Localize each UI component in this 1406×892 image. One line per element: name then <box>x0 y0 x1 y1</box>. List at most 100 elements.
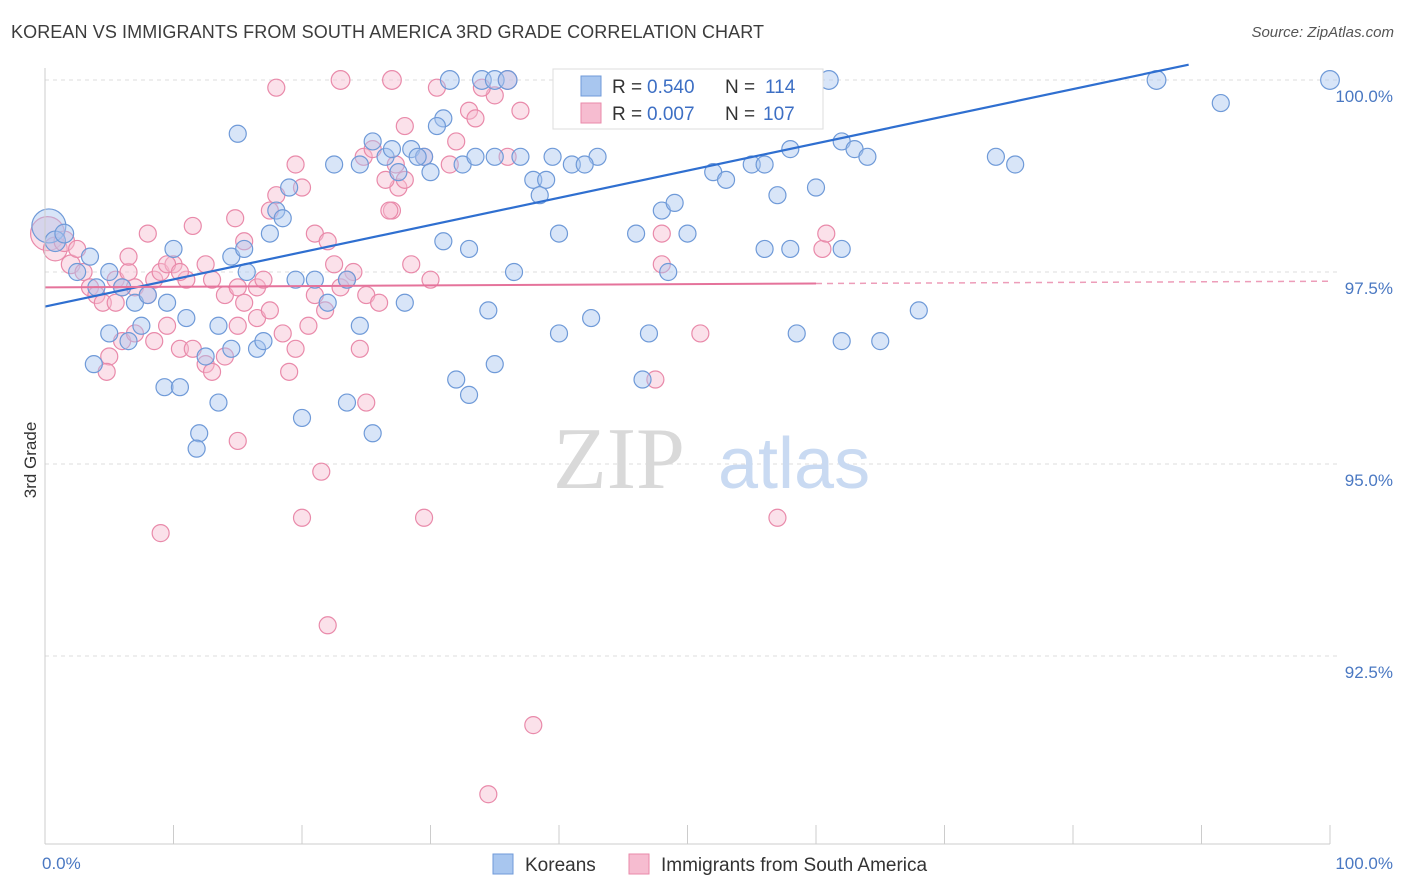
immigrants-point <box>652 224 671 243</box>
watermark-atlas: atlas <box>718 424 870 504</box>
immigrants-point <box>817 224 836 243</box>
korean-point <box>466 147 485 166</box>
immigrants-point <box>151 524 170 543</box>
korean-point <box>337 393 357 412</box>
series-legend: Koreans Immigrants from South America <box>492 853 928 876</box>
immigrants-point <box>267 78 286 97</box>
korean-point <box>170 378 190 397</box>
y-axis-label: 3rd Grade <box>21 422 40 499</box>
immigrants-point <box>318 616 337 635</box>
immigrants-point <box>273 324 292 343</box>
immigrants-point <box>226 209 245 228</box>
immigrants-point <box>202 362 222 381</box>
immigrants-point <box>170 339 190 358</box>
korean-point <box>781 239 800 259</box>
immigrants-point <box>380 201 399 220</box>
legend-n-label-koreans: N = <box>725 77 755 98</box>
immigrants-point <box>768 508 787 527</box>
korean-point <box>858 147 877 166</box>
immigrants-point <box>524 716 543 735</box>
korean-point <box>832 239 851 259</box>
korean-point <box>909 301 928 320</box>
bottom-legend-immigrants: Immigrants from South America <box>661 855 928 876</box>
korean-point <box>209 316 228 335</box>
korean-point <box>196 347 215 366</box>
immigrants-point <box>312 462 331 481</box>
legend-n-value-koreans: 114 <box>765 77 796 98</box>
immigrants-point <box>440 155 459 174</box>
watermark-zip: ZIP <box>553 411 685 508</box>
immigrants-point <box>119 262 138 282</box>
legend-r-label-immigrants: R = <box>612 104 642 125</box>
korean-point <box>273 209 292 228</box>
korean-point <box>164 239 183 259</box>
x-tick-label-max: 100.0% <box>1335 854 1393 873</box>
korean-point <box>100 262 119 282</box>
korean-trendline <box>44 63 1189 308</box>
korean-point <box>524 170 543 189</box>
korean-point <box>479 301 498 320</box>
korean-point <box>434 232 453 251</box>
immigrants-point <box>395 116 414 136</box>
immigrants-point <box>299 316 318 335</box>
immigrants-point <box>74 262 93 282</box>
watermark: ZIP atlas <box>553 411 870 508</box>
korean-point <box>363 132 382 151</box>
korean-point <box>582 308 601 328</box>
korean-point <box>485 147 504 166</box>
legend-swatch-koreans <box>580 75 602 97</box>
korean-point <box>549 324 569 343</box>
korean-point <box>459 385 479 404</box>
korean-point <box>157 293 177 312</box>
legend-r-value-koreans: 0.540 <box>647 77 695 98</box>
series-immigrants-points <box>29 70 836 804</box>
korean-point <box>222 339 241 358</box>
korean-point <box>260 224 279 243</box>
korean-point <box>132 316 151 335</box>
immigrants-point <box>157 316 177 335</box>
korean-point <box>363 424 382 443</box>
immigrants-point <box>813 239 832 259</box>
immigrants-point <box>330 70 351 90</box>
korean-point <box>382 140 402 159</box>
legend-n-value-immigrants: 107 <box>763 104 795 125</box>
korean-point <box>1006 155 1025 174</box>
korean-point <box>421 163 440 182</box>
immigrants-point <box>414 508 434 527</box>
legend-r-label-koreans: R = <box>612 77 642 98</box>
korean-point <box>209 393 228 412</box>
korean-point <box>1211 93 1230 113</box>
korean-point <box>318 293 337 312</box>
immigrants-point <box>183 216 202 236</box>
korean-point <box>633 370 652 389</box>
immigrants-point <box>691 324 710 343</box>
korean-point <box>549 224 569 243</box>
korean-point <box>768 186 787 205</box>
korean-point <box>389 163 408 182</box>
korean-point <box>286 270 305 289</box>
stats-legend: R = 0.540 N = 114 R = 0.007 N = 107 <box>552 68 824 130</box>
bottom-legend-swatch-koreans <box>492 853 514 875</box>
korean-point <box>678 224 697 243</box>
korean-point <box>543 147 562 166</box>
korean-point <box>68 262 87 282</box>
immigrants-point <box>228 431 247 451</box>
y-tick-label: 92.5% <box>1345 663 1393 682</box>
korean-point <box>395 293 414 312</box>
korean-point <box>190 424 209 443</box>
trend-layer <box>44 63 1331 308</box>
grid-layer <box>45 79 1340 657</box>
korean-point <box>254 332 273 351</box>
korean-point <box>562 155 581 174</box>
bottom-legend-koreans: Koreans <box>525 855 596 876</box>
korean-point <box>350 316 369 335</box>
legend-n-label-immigrants: N = <box>725 104 755 125</box>
korean-point <box>511 147 530 166</box>
korean-point <box>54 223 75 244</box>
korean-point <box>408 147 427 166</box>
immigrants-point <box>280 362 299 381</box>
korean-point <box>177 308 196 328</box>
legend-r-value-immigrants: 0.007 <box>647 104 695 125</box>
korean-point <box>504 262 524 282</box>
